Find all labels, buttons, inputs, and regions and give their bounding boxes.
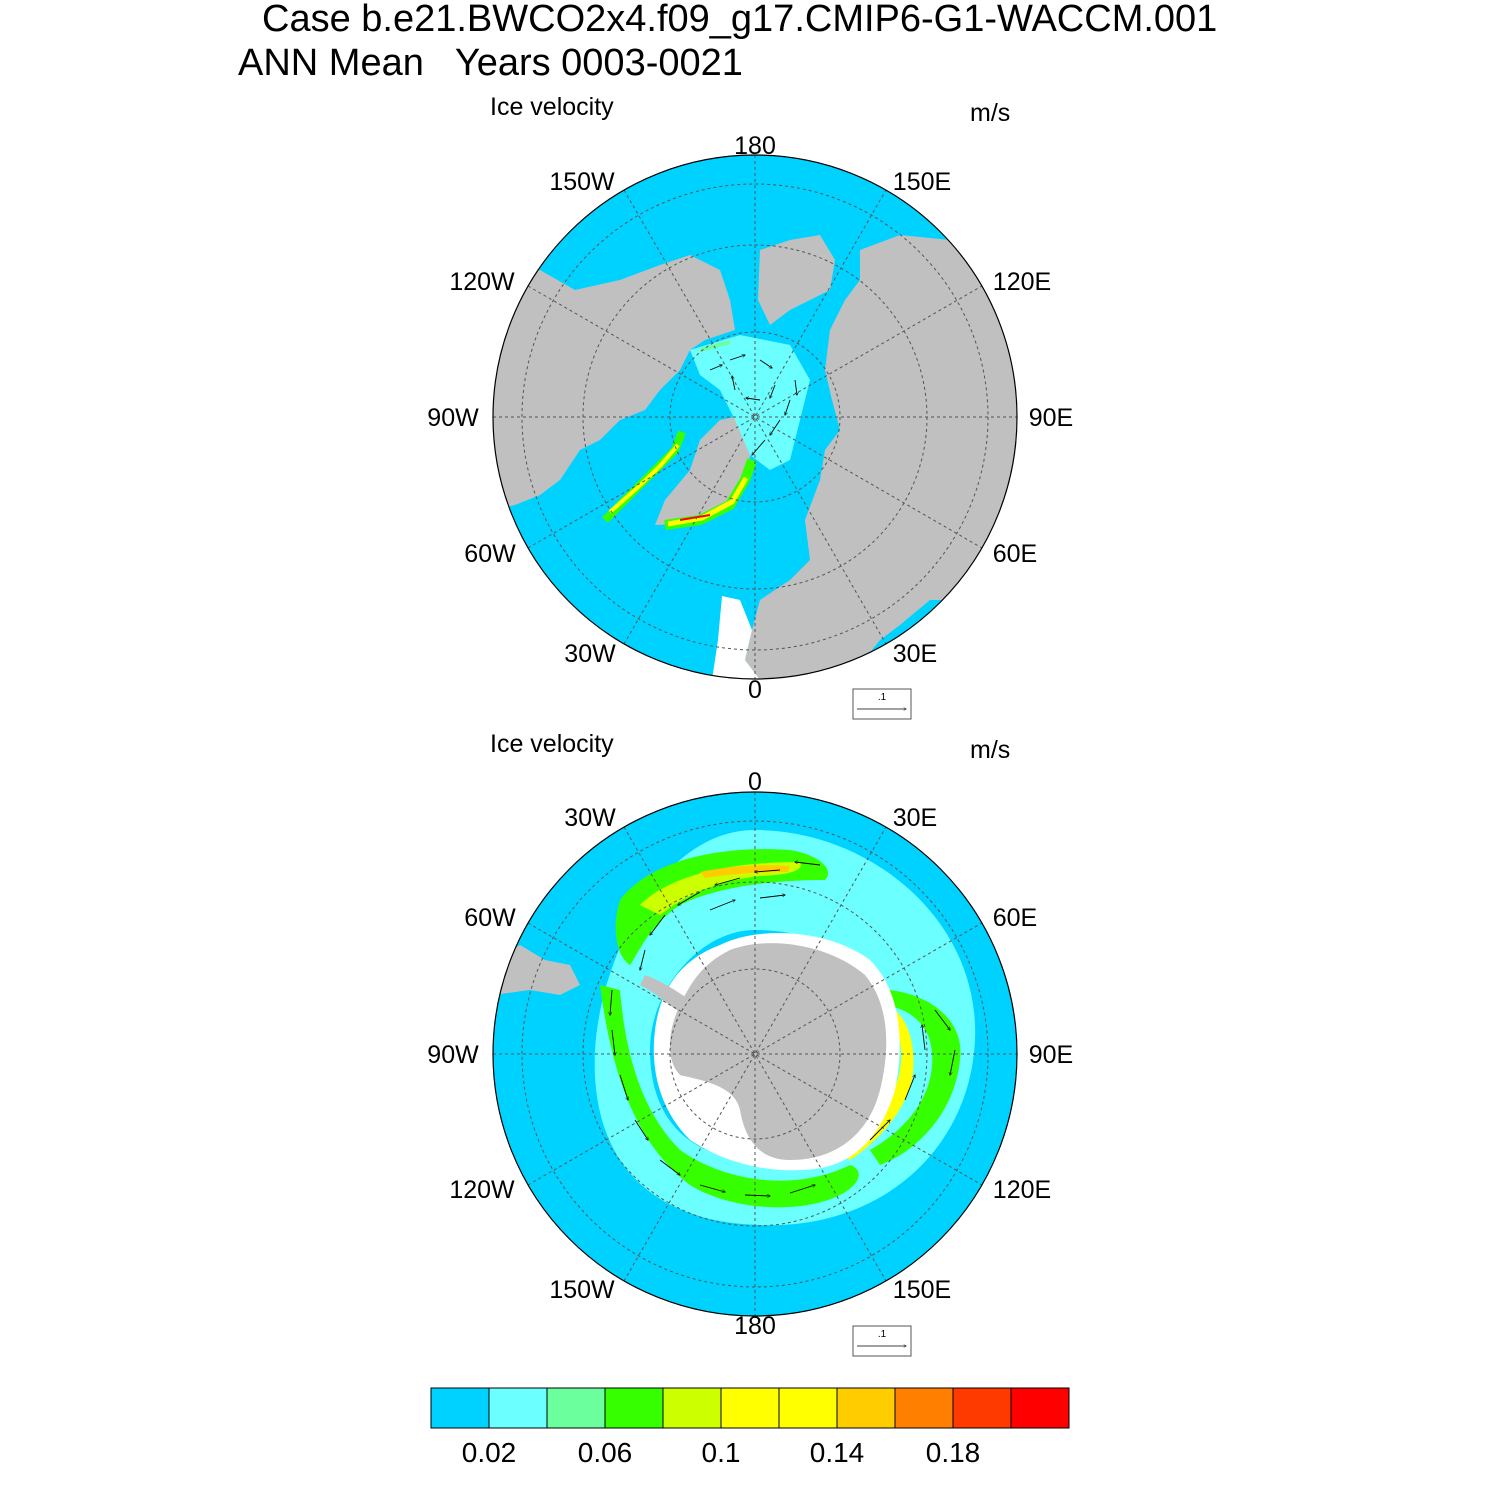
south-lon-label: 0: [748, 768, 762, 796]
south-land-peninsula: [640, 975, 690, 1012]
south-lon-label: 60W: [464, 904, 516, 932]
south-lon-label: 30W: [564, 804, 616, 832]
colorbar-swatch: [720, 1387, 780, 1429]
north-missing-edge: [712, 596, 760, 679]
south-lon-label: 150W: [549, 1276, 615, 1304]
north-land-north-america: [493, 255, 735, 510]
north-longitude-labels: 180 150E 120E 90E 60E 30E 0 30W 60W 90W …: [427, 132, 1073, 704]
figure-title-line1: Case b.e21.BWCO2x4.f09_g17.CMIP6-G1-WACC…: [262, 0, 1218, 40]
north-lon-label: 30E: [893, 640, 937, 668]
south-lon-label: 180: [734, 1312, 776, 1340]
south-variable-label: Ice velocity: [490, 730, 614, 758]
south-lon-label: 30E: [893, 804, 937, 832]
colorbar-swatch: [430, 1387, 490, 1429]
figure-title-line2: ANN Mean Years 0003-0021: [238, 42, 743, 84]
north-lon-label: 60E: [993, 540, 1037, 568]
north-reference-vector: .1: [852, 688, 912, 720]
north-polar-map: [492, 154, 1018, 680]
north-lon-label: 120W: [449, 268, 515, 296]
colorbar-swatch: [546, 1387, 606, 1429]
north-ice-arctic-basin: [690, 335, 810, 470]
south-lon-label: 120W: [449, 1176, 515, 1204]
south-graticule: [493, 792, 1017, 1316]
colorbar-swatch: [1010, 1387, 1070, 1429]
colorbar-swatch: [836, 1387, 896, 1429]
south-ice-east: [870, 990, 961, 1165]
colorbar-swatch: [778, 1387, 838, 1429]
colorbar-swatch: [952, 1387, 1012, 1429]
colorbar-tick-label: 0.06: [578, 1437, 633, 1468]
north-map-border: [492, 154, 1018, 680]
south-ice-weddell-fast: [640, 862, 801, 915]
colorbar-tick-label: 0.02: [462, 1437, 517, 1468]
colorbar: [430, 1387, 1070, 1429]
south-lon-label: 60E: [993, 904, 1037, 932]
north-units-label: m/s: [970, 99, 1011, 127]
north-ref-vector-label: .1: [878, 692, 887, 703]
north-land-greenland: [655, 415, 752, 525]
north-lon-label: 150E: [893, 168, 951, 196]
north-graticule: [493, 155, 1017, 679]
north-lon-label: 30W: [564, 640, 616, 668]
colorbar-swatch: [604, 1387, 664, 1429]
south-lon-label: 120E: [993, 1176, 1051, 1204]
north-lon-label: 90W: [427, 404, 479, 432]
south-lon-label: 150E: [893, 1276, 951, 1304]
colorbar-tick-labels: 0.02 0.06 0.1 0.14 0.18: [462, 1437, 981, 1468]
south-units-label: m/s: [970, 736, 1011, 764]
north-variable-label: Ice velocity: [490, 93, 614, 121]
south-velocity-vectors: [610, 862, 956, 1196]
south-ice-weddell-core: [700, 865, 790, 878]
south-ref-vector-label: .1: [878, 1329, 887, 1340]
south-ice-weddell: [615, 849, 829, 965]
north-lon-label: 90E: [1029, 404, 1073, 432]
north-land-siberia: [758, 235, 835, 325]
south-longitude-labels: 0 30E 60E 90E 120E 150E 180 150W 120W 90…: [427, 768, 1073, 1340]
colorbar-swatch: [662, 1387, 722, 1429]
colorbar-tick-label: 0.1: [702, 1437, 741, 1468]
north-lon-label: 180: [734, 132, 776, 160]
south-polar-map: [492, 791, 1018, 1317]
south-land-antarctica: [669, 943, 887, 1160]
north-lon-label: 60W: [464, 540, 516, 568]
north-lon-label: 0: [748, 676, 762, 704]
colorbar-tick-label: 0.18: [926, 1437, 981, 1468]
colorbar-swatch: [894, 1387, 954, 1429]
colorbar-swatch: [488, 1387, 548, 1429]
south-map-border: [492, 791, 1018, 1317]
south-reference-vector: .1: [852, 1325, 912, 1357]
colorbar-tick-label: 0.14: [810, 1437, 865, 1468]
north-land-eurasia: [745, 235, 1017, 679]
south-ice-ross: [600, 985, 859, 1208]
south-lon-label: 90W: [427, 1041, 479, 1069]
south-land-south-america: [493, 945, 580, 995]
north-lon-label: 150W: [549, 168, 615, 196]
north-lon-label: 120E: [993, 268, 1051, 296]
south-lon-label: 90E: [1029, 1041, 1073, 1069]
north-velocity-vectors: [709, 355, 797, 455]
